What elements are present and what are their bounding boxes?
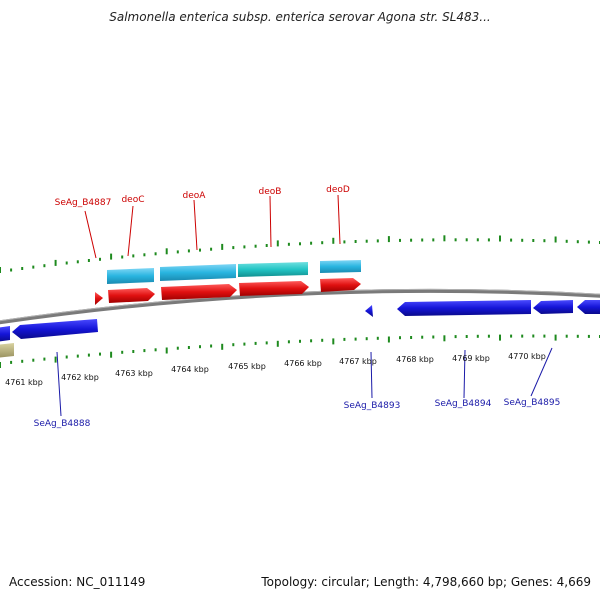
scale-label: 4763 kbp (115, 369, 153, 378)
gene-label-SeAg_B4894: SeAg_B4894 (435, 399, 492, 409)
cds-arrow-SeAg_B4895[interactable] (533, 300, 573, 314)
lower-tick-track (0, 334, 600, 368)
feature-bar-deoA[interactable] (160, 264, 236, 281)
cds-arrow-deoD[interactable] (320, 278, 361, 292)
gene-label-SeAg_B4893: SeAg_B4893 (344, 401, 401, 411)
accession-text: Accession: NC_011149 (9, 575, 146, 589)
cds-arrow-deoB[interactable] (239, 281, 309, 296)
feature-bar-deoB[interactable] (238, 262, 308, 277)
feature-bar-deoC[interactable] (107, 268, 154, 284)
scale-label: 4766 kbp (284, 359, 322, 368)
cds-arrow-left-partial[interactable] (0, 326, 10, 342)
scale-label: 4761 kbp (5, 378, 43, 387)
cds-arrow-right-partial[interactable] (577, 300, 600, 314)
gene-label-SeAg_B4887: SeAg_B4887 (55, 198, 112, 208)
cds-arrow-SeAg_B4894[interactable] (397, 300, 531, 316)
scale-label: 4767 kbp (339, 357, 377, 366)
cds-arrow-deoC[interactable] (108, 288, 155, 303)
gene-label-deoA: deoA (183, 191, 207, 201)
scale-label: 4764 kbp (171, 365, 209, 374)
scale-label: 4769 kbp (452, 354, 490, 363)
gene-label-SeAg_B4888: SeAg_B4888 (34, 419, 91, 429)
scale-label: 4762 kbp (61, 373, 99, 382)
cds-arrow-SeAg_B4893[interactable] (365, 305, 373, 317)
feature-bar-deoD[interactable] (320, 260, 361, 273)
gene-label-deoB: deoB (259, 187, 282, 197)
scale-label: 4770 kbp (508, 352, 546, 361)
reverse-leader-lines (56, 347, 553, 417)
gene-label-deoD: deoD (326, 185, 350, 195)
other-feature-left[interactable] (0, 343, 14, 358)
gene-label-SeAg_B4895: SeAg_B4895 (504, 398, 561, 408)
summary-text: Topology: circular; Length: 4,798,660 bp… (261, 575, 591, 589)
gene-label-deoC: deoC (121, 195, 144, 205)
upper-tick-track (0, 235, 600, 273)
scale-label: 4765 kbp (228, 362, 266, 371)
map-title: Salmonella enterica subsp. enterica sero… (109, 10, 491, 24)
cds-arrow-SeAg_B4887[interactable] (95, 292, 103, 305)
cds-arrow-deoA[interactable] (161, 284, 237, 300)
cds-arrow-SeAg_B4888[interactable] (12, 319, 98, 339)
scale-label: 4768 kbp (396, 355, 434, 364)
forward-leader-lines (84, 194, 341, 259)
